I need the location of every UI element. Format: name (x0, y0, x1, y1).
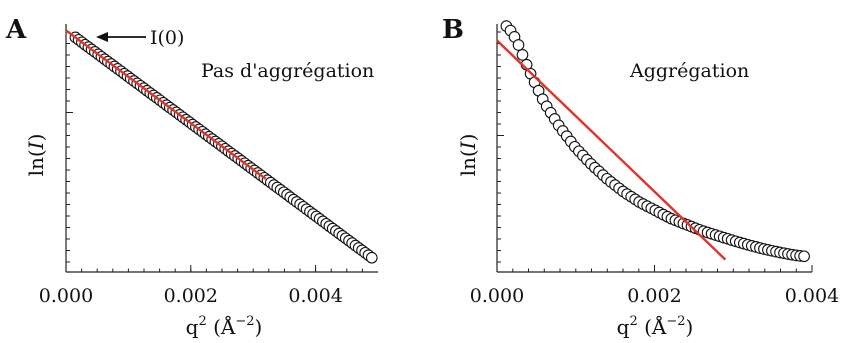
panel-b-points (500, 20, 810, 263)
panel-a-arrow-label: I(0) (150, 27, 184, 49)
panel-a: A 0.000 0.002 0.004 Pas d'aggrégation I(0)… (5, 15, 378, 339)
panel-a-x-ticks: 0.000 0.002 0.004 (39, 265, 363, 307)
data-point (512, 39, 525, 51)
x-tick-label: 0.002 (627, 285, 681, 307)
x-tick-label: 0.000 (39, 285, 93, 307)
panel-a-arrowhead-icon (96, 32, 108, 42)
panel-b-y-title: ln(I) (456, 134, 480, 177)
panel-b-x-title: q2 (Å−2) (617, 314, 694, 339)
data-point (798, 250, 810, 263)
panel-b-fit (496, 39, 727, 261)
panel-b-y-ticks (497, 31, 504, 263)
fit-line (65, 29, 267, 180)
panel-a-x-title: q2 (Å−2) (186, 314, 263, 339)
panel-a-annotation: Pas d'aggrégation (201, 60, 374, 82)
panel-a-fit (65, 29, 267, 180)
data-point (365, 251, 378, 264)
x-tick-label: 0.002 (164, 285, 218, 307)
panel-a-letter: A (5, 15, 27, 45)
panel-b: B 0.000 0.002 0.004 Aggrégation ln(I) q2 (… (442, 15, 839, 339)
panel-a-y-title: ln(I) (24, 134, 48, 177)
x-tick-label: 0.000 (470, 285, 524, 307)
panel-b-annotation: Aggrégation (629, 60, 749, 82)
panel-b-letter: B (442, 15, 464, 45)
x-tick-label: 0.004 (785, 285, 839, 307)
x-tick-label: 0.004 (288, 285, 342, 307)
panel-a-y-ticks (66, 31, 73, 263)
fit-line (496, 39, 727, 261)
panel-b-x-ticks: 0.000 0.002 0.004 (470, 265, 839, 307)
data-point (516, 49, 529, 61)
